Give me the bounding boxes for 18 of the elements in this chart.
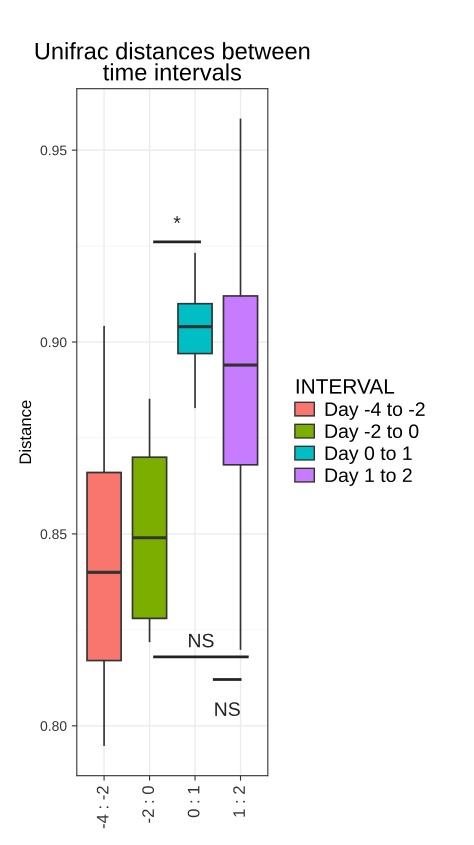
annotation: NS xyxy=(189,634,214,648)
y-tick-label: 0.80 xyxy=(40,721,67,731)
x-tick-label: -4 : -2 xyxy=(96,786,108,828)
legend-label: Day -4 to -2 xyxy=(326,402,425,420)
legend-label: Day -2 to 0 xyxy=(326,424,418,442)
y-tick-label: 0.90 xyxy=(40,337,67,348)
y-tick-label: 0.85 xyxy=(40,529,66,540)
x-tick-label: 0 : 1 xyxy=(188,786,200,818)
x-tick-label: -2 : 0 xyxy=(142,786,154,823)
y-tick-label: 0.95 xyxy=(40,145,66,156)
annotation: NS xyxy=(215,702,240,716)
chart-title: Unifrac distances between time intervals xyxy=(36,42,310,81)
y-axis-title: Distance xyxy=(18,400,32,464)
legend-label: Day 1 to 2 xyxy=(326,468,412,486)
legend-title: INTERVAL xyxy=(296,379,394,394)
x-tick-label: 1 : 2 xyxy=(233,786,245,817)
annotation: * xyxy=(174,216,181,224)
legend-label: Day 0 to 1 xyxy=(326,446,412,464)
